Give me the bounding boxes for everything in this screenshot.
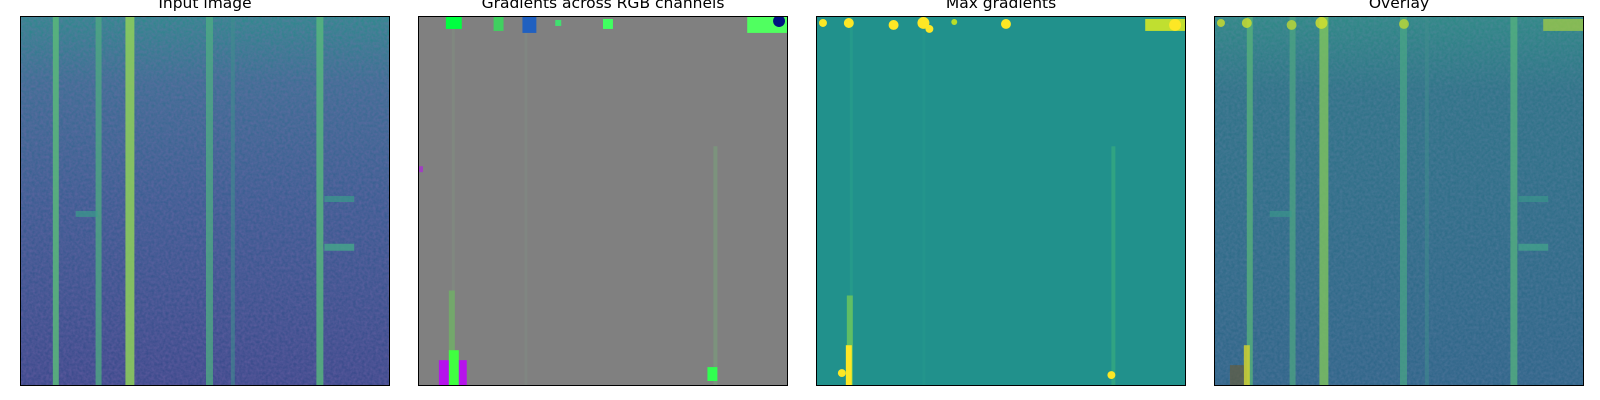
gradients-rgb-svg — [419, 17, 787, 385]
overlay-image — [1214, 16, 1584, 386]
input-image — [20, 16, 390, 386]
panel-input-image: Input image — [20, 0, 390, 400]
panel-title-gradients-rgb: Gradients across RGB channels — [481, 0, 725, 12]
panel-title-max-gradients: Max gradients — [945, 0, 1057, 12]
gradients-rgb-features — [419, 17, 787, 385]
max-gradients-features — [818, 17, 1185, 385]
panel-overlay: Overlay — [1214, 0, 1584, 400]
overlay-svg — [1215, 17, 1583, 385]
panel-gradients-rgb: Gradients across RGB channels — [418, 0, 788, 400]
gradients-rgb-image — [418, 16, 788, 386]
input-image-streaks — [52, 17, 355, 385]
panel-title-input-image: Input image — [158, 0, 252, 12]
max-gradients-svg — [817, 17, 1185, 385]
max-gradients-image — [816, 16, 1186, 386]
input-image-svg — [21, 17, 389, 385]
overlay-streaks — [1216, 17, 1583, 385]
panel-title-overlay: Overlay — [1368, 0, 1430, 12]
panel-max-gradients: Max gradients — [816, 0, 1186, 400]
